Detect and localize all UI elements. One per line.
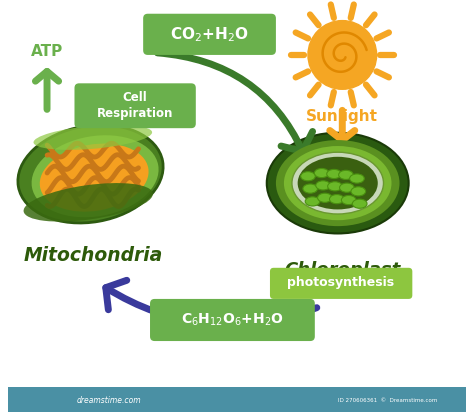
FancyBboxPatch shape bbox=[150, 299, 315, 341]
Ellipse shape bbox=[314, 169, 329, 178]
Ellipse shape bbox=[328, 182, 342, 191]
Ellipse shape bbox=[305, 197, 320, 206]
Ellipse shape bbox=[18, 125, 163, 223]
Ellipse shape bbox=[329, 194, 344, 204]
Text: C$_6$H$_{12}$O$_6$+H$_2$O: C$_6$H$_{12}$O$_6$+H$_2$O bbox=[181, 311, 284, 328]
Ellipse shape bbox=[327, 169, 341, 178]
Circle shape bbox=[308, 21, 377, 89]
Text: Chloroplast: Chloroplast bbox=[284, 261, 401, 279]
Text: Sunlight: Sunlight bbox=[306, 109, 378, 124]
FancyBboxPatch shape bbox=[74, 83, 196, 128]
Ellipse shape bbox=[352, 199, 367, 208]
Ellipse shape bbox=[298, 157, 378, 209]
Ellipse shape bbox=[34, 125, 152, 150]
Ellipse shape bbox=[292, 152, 383, 214]
Text: CO$_2$+H$_2$O: CO$_2$+H$_2$O bbox=[170, 25, 249, 44]
Ellipse shape bbox=[339, 183, 354, 192]
Ellipse shape bbox=[338, 170, 353, 180]
Ellipse shape bbox=[351, 187, 365, 196]
Ellipse shape bbox=[341, 195, 356, 205]
Text: photosynthesis: photosynthesis bbox=[287, 276, 394, 289]
Ellipse shape bbox=[40, 143, 148, 212]
Ellipse shape bbox=[32, 135, 159, 217]
Ellipse shape bbox=[301, 172, 315, 181]
FancyBboxPatch shape bbox=[270, 268, 412, 299]
Ellipse shape bbox=[267, 133, 409, 234]
Text: Mitochondria: Mitochondria bbox=[23, 246, 163, 265]
Ellipse shape bbox=[303, 184, 318, 193]
Ellipse shape bbox=[350, 174, 364, 183]
Ellipse shape bbox=[318, 193, 332, 202]
Bar bbox=[8, 387, 466, 412]
FancyBboxPatch shape bbox=[143, 14, 276, 55]
Text: ID 270606361  ©  Dreamstime.com: ID 270606361 © Dreamstime.com bbox=[337, 398, 437, 403]
Text: Cell
Respiration: Cell Respiration bbox=[97, 91, 173, 120]
Ellipse shape bbox=[276, 140, 400, 226]
Text: dreamstime.com: dreamstime.com bbox=[77, 396, 141, 405]
Text: ATP: ATP bbox=[31, 44, 63, 59]
Ellipse shape bbox=[316, 181, 330, 190]
Ellipse shape bbox=[284, 146, 392, 220]
Ellipse shape bbox=[24, 183, 153, 222]
